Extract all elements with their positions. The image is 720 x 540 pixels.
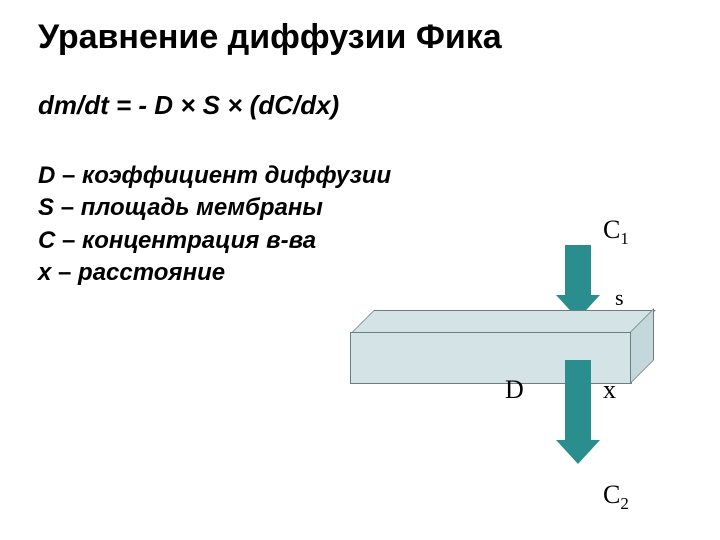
- definition-symbol: C: [38, 227, 55, 254]
- definition-dash: –: [62, 162, 82, 189]
- definition-row: D – коэффициент диффузии: [38, 160, 391, 192]
- membrane-diagram: С1 s D x С2: [350, 205, 690, 525]
- fick-equation: dm/dt = - D × S × (dC/dx): [38, 90, 339, 121]
- definition-dash: –: [58, 259, 78, 286]
- label-c1-text: С: [603, 215, 620, 244]
- definition-symbol: D: [38, 162, 55, 189]
- definition-symbol: S: [38, 194, 54, 221]
- label-c2-sub: 2: [620, 494, 628, 513]
- arrow-in-icon: [565, 245, 600, 319]
- definition-row: S – площадь мембраны: [38, 192, 391, 224]
- page-title: Уравнение диффузии Фика: [38, 18, 502, 57]
- definitions-list: D – коэффициент диффузии S – площадь мем…: [38, 160, 391, 290]
- label-c1: С1: [603, 215, 629, 249]
- definition-desc: концентрация в-ва: [82, 227, 316, 254]
- label-c2-text: С: [603, 480, 620, 509]
- definition-dash: –: [62, 227, 82, 254]
- label-c1-sub: 1: [620, 229, 628, 248]
- definition-symbol: x: [38, 259, 51, 286]
- label-d: D: [505, 375, 524, 405]
- definition-row: x – расстояние: [38, 257, 391, 289]
- definition-desc: площадь мембраны: [81, 194, 323, 221]
- label-c2: С2: [603, 480, 629, 514]
- definition-desc: расстояние: [78, 259, 225, 286]
- page: Уравнение диффузии Фика dm/dt = - D × S …: [0, 0, 720, 540]
- definition-dash: –: [61, 194, 81, 221]
- definition-desc: коэффициент диффузии: [82, 162, 391, 189]
- arrow-out-icon: [565, 360, 600, 464]
- label-x: x: [603, 375, 616, 405]
- definition-row: C – концентрация в-ва: [38, 225, 391, 257]
- label-s: s: [615, 285, 624, 311]
